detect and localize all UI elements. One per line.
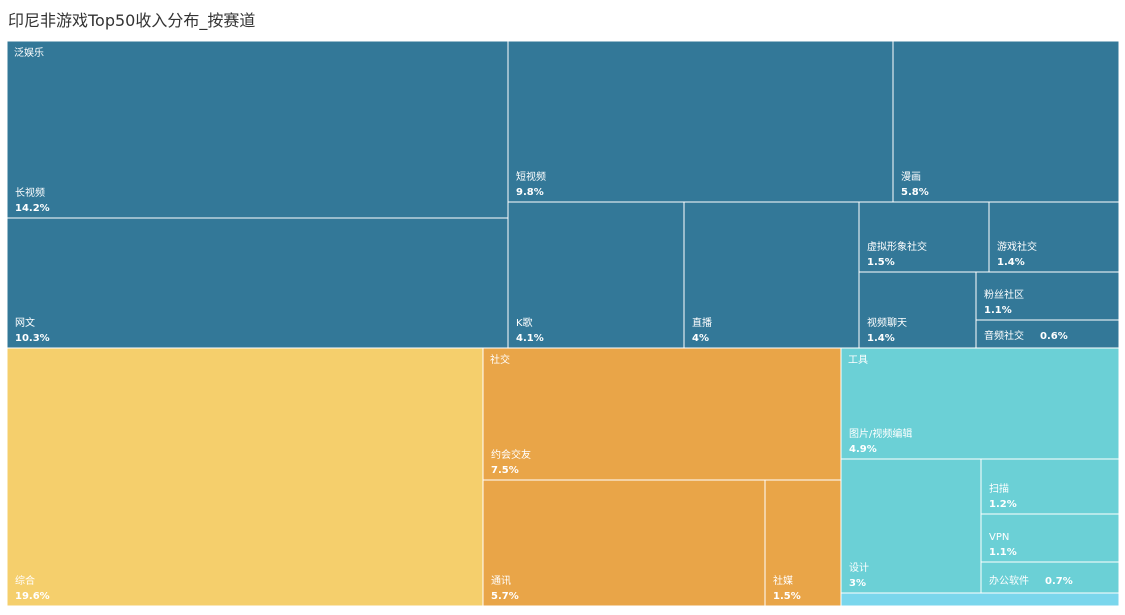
- treemap-value: 1.4%: [997, 257, 1025, 268]
- treemap-group-label: 泛娱乐: [14, 46, 44, 59]
- treemap-label: 综合: [15, 574, 35, 587]
- treemap-value: 10.3%: [15, 333, 50, 344]
- treemap-label: 音频社交: [984, 329, 1024, 342]
- treemap-label: VPN: [989, 532, 1009, 543]
- treemap-value: 0.6%: [1040, 331, 1068, 342]
- chart-title: 印尼非游戏Top50收入分布_按赛道: [8, 11, 256, 30]
- treemap-value: 4%: [692, 333, 709, 344]
- treemap-cell-3-0: [840, 347, 1120, 460]
- treemap-label: 短视频: [516, 170, 546, 183]
- treemap-cell-3-2: [980, 458, 1120, 515]
- treemap-value: 9.8%: [516, 187, 544, 198]
- treemap-label: 图片/视频编辑: [849, 427, 912, 440]
- treemap-cell-0-3: [892, 40, 1120, 203]
- treemap-label: 社媒: [773, 574, 793, 587]
- treemap-label: 漫画: [901, 171, 921, 183]
- treemap-cell-0-9: [975, 271, 1120, 321]
- treemap-value: 0.7%: [1045, 576, 1073, 587]
- treemap-cell-0-4: [507, 201, 685, 349]
- treemap-cell-2-2: [764, 479, 842, 607]
- treemap-label: 游戏社交: [997, 240, 1037, 253]
- treemap-value: 5.7%: [491, 591, 519, 602]
- treemap-cell-2-0: [482, 347, 842, 481]
- treemap-label: 长视频: [15, 186, 45, 199]
- treemap-cell-0-1: [6, 217, 509, 349]
- treemap-value: 1.1%: [984, 305, 1012, 316]
- treemap-value: 5.8%: [901, 187, 929, 198]
- treemap-value: 1.5%: [867, 257, 895, 268]
- treemap-value: 1.2%: [989, 499, 1017, 510]
- treemap-value: 1.5%: [773, 591, 801, 602]
- treemap-label: 虚拟形象社交: [867, 240, 927, 253]
- treemap-value: 4.9%: [849, 444, 877, 455]
- treemap-label: 办公软件: [989, 574, 1029, 587]
- treemap-label: 通讯: [491, 575, 511, 587]
- treemap-cell-2-1: [482, 479, 766, 607]
- treemap-label: 约会交友: [491, 448, 531, 461]
- treemap-cell-3-3: [980, 513, 1120, 563]
- treemap-cell-0-10: [975, 319, 1120, 349]
- treemap-cell-3-1: [840, 458, 982, 594]
- treemap-value: 1.1%: [989, 547, 1017, 558]
- treemap-label: 视频聊天: [867, 316, 907, 329]
- treemap-group-label: 社交: [490, 353, 510, 366]
- treemap-value: 3%: [849, 578, 866, 589]
- treemap-group-label: 工具: [848, 354, 868, 366]
- treemap-value: 7.5%: [491, 465, 519, 476]
- treemap-value: 4.1%: [516, 333, 544, 344]
- treemap-value: 1.4%: [867, 333, 895, 344]
- treemap-cell-1-0: [6, 347, 484, 607]
- treemap-label: K歌: [516, 316, 533, 329]
- treemap-label: 扫描: [989, 482, 1009, 495]
- treemap-label: 粉丝社区: [984, 288, 1024, 301]
- treemap-label: 设计: [849, 561, 869, 574]
- treemap-cell-0-0: [6, 40, 509, 219]
- treemap-label: 网文: [15, 316, 35, 329]
- treemap-cell-0-2: [507, 40, 894, 203]
- treemap-value: 14.2%: [15, 203, 50, 214]
- treemap-cell-remainder: [840, 592, 1120, 607]
- treemap-cell-0-7: [988, 201, 1120, 273]
- treemap-label: 直播: [692, 316, 712, 329]
- treemap-value: 19.6%: [15, 591, 50, 602]
